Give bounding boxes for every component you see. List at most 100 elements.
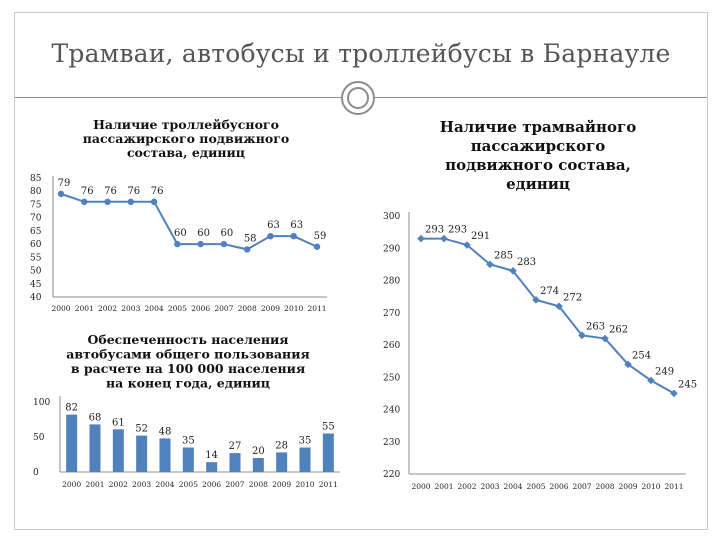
tram-data-label: 293 [448, 225, 467, 236]
tram-point [670, 389, 678, 398]
trolleybus-point [57, 190, 65, 198]
trolleybus-data-label: 59 [314, 231, 327, 242]
trolleybus-point [197, 240, 204, 248]
trolleybus-y-tick: 65 [30, 227, 42, 237]
bus-title-line-3: на конец года, единиц [106, 376, 270, 391]
tram-data-label: 285 [494, 250, 513, 261]
trolleybus-y-tick: 80 [30, 187, 42, 197]
bus-data-label: 20 [252, 446, 265, 457]
bus-bar [299, 447, 311, 472]
bus-bar [112, 429, 124, 472]
bus-bar [322, 433, 334, 472]
trolleybus-x-tick: 2007 [214, 304, 233, 313]
tram-x-tick: 2003 [480, 482, 499, 491]
trolleybus-x-tick: 2001 [75, 304, 94, 313]
bus-data-label: 55 [322, 422, 335, 433]
tram-y-tick: 280 [383, 277, 400, 287]
trolleybus-data-label: 58 [244, 233, 257, 244]
slide-title: Трамваи, автобусы и троллейбусы в Барнау… [51, 39, 671, 68]
bus-x-tick: 2004 [155, 480, 174, 489]
trolleybus-x-tick: 2002 [98, 304, 117, 313]
bus-x-tick: 2003 [132, 480, 151, 489]
bus-data-label: 82 [65, 403, 78, 414]
bus-x-tick: 2007 [225, 480, 244, 489]
slide-header: Трамваи, автобусы и троллейбусы в Барнау… [15, 13, 707, 95]
trolleybus-data-label: 76 [151, 186, 164, 197]
trolleybus-data-label: 76 [127, 186, 140, 197]
tram-y-tick: 290 [383, 244, 400, 254]
bus-data-label: 27 [229, 441, 242, 452]
tram-point [532, 296, 540, 304]
tram-x-tick: 2009 [618, 482, 637, 491]
tram-x-tick: 2000 [411, 482, 430, 491]
trolleybus-x-tick: 2011 [307, 304, 326, 313]
bus-x-tick: 2000 [62, 480, 81, 489]
tram-point [624, 360, 632, 369]
tram-data-label: 254 [632, 350, 651, 361]
bus-y-tick: 50 [33, 433, 45, 443]
tram-x-tick: 2010 [641, 482, 660, 491]
trolleybus-data-label: 76 [104, 186, 117, 197]
trolleybus-y-tick: 55 [30, 253, 42, 263]
bus-x-tick: 2006 [202, 480, 221, 489]
trolleybus-data-label: 60 [197, 228, 210, 239]
trolleybus-y-tick: 75 [30, 200, 42, 210]
trolleybus-x-tick: 2004 [145, 304, 164, 313]
trolleybus-x-tick: 2005 [168, 304, 187, 313]
trolleybus-data-label: 63 [290, 220, 303, 231]
tram-title-line-0: Наличие трамвайного [440, 118, 636, 136]
bus-bar [252, 458, 264, 472]
tram-x-tick: 2006 [549, 482, 568, 491]
trolleybus-y-tick: 85 [30, 174, 42, 184]
tram-y-tick: 230 [383, 438, 400, 448]
trolleybus-point [267, 232, 274, 240]
bus-y-tick: 100 [33, 398, 50, 408]
bus-bar [276, 452, 288, 472]
tram-y-tick: 270 [383, 309, 400, 319]
trolleybus-data-label: 76 [81, 186, 94, 197]
trolleybus-x-tick: 2006 [191, 304, 210, 313]
trolleybus-point [81, 198, 88, 205]
bus-bar [206, 462, 218, 472]
trolleybus-x-tick: 2000 [51, 304, 70, 313]
tram-data-label: 245 [678, 379, 697, 390]
trolleybus-data-label: 60 [174, 228, 187, 239]
tram-title-line-3: единиц [506, 175, 570, 193]
bus-data-label: 52 [135, 424, 148, 435]
tram-point [578, 331, 586, 340]
tram-point [601, 334, 609, 343]
bus-x-tick: 2001 [85, 480, 104, 489]
bus-data-label: 35 [182, 436, 195, 447]
tram-y-tick: 240 [383, 406, 400, 416]
trolleybus-data-label: 60 [221, 228, 234, 239]
tram-data-label: 293 [425, 225, 444, 236]
ring-ornament-icon [341, 81, 375, 115]
bus-x-tick: 2011 [319, 480, 338, 489]
tram-data-label: 283 [517, 257, 536, 268]
tram-point [509, 267, 517, 275]
trolleybus-series-line [60, 192, 318, 251]
tram-point [647, 376, 655, 385]
tram-x-tick: 2004 [503, 482, 522, 491]
tram-data-label: 291 [471, 231, 490, 242]
bus-x-tick: 2008 [249, 480, 268, 489]
bus-data-label: 28 [275, 440, 288, 451]
bus-data-label: 35 [299, 436, 312, 447]
bus-title-line-2: в расчете на 100 000 населения [71, 361, 305, 376]
tram-point [417, 234, 425, 243]
trolleybus-point [104, 198, 111, 205]
trolleybus-point [313, 243, 321, 250]
bus-data-label: 48 [159, 426, 172, 437]
trolleybus-x-tick: 2010 [284, 304, 303, 313]
bus-x-tick: 2005 [179, 480, 198, 489]
tram-data-label: 274 [540, 286, 559, 297]
tram-point [555, 302, 563, 311]
trolleybus-point [220, 240, 228, 248]
trolleybus-x-tick: 2003 [121, 304, 140, 313]
trolleybus-title-line-0: Наличие троллейбусного [93, 117, 279, 132]
tram-data-label: 272 [563, 292, 582, 303]
tram-point [486, 260, 494, 269]
tram-x-tick: 2001 [434, 482, 453, 491]
tram-x-tick: 2005 [526, 482, 545, 491]
